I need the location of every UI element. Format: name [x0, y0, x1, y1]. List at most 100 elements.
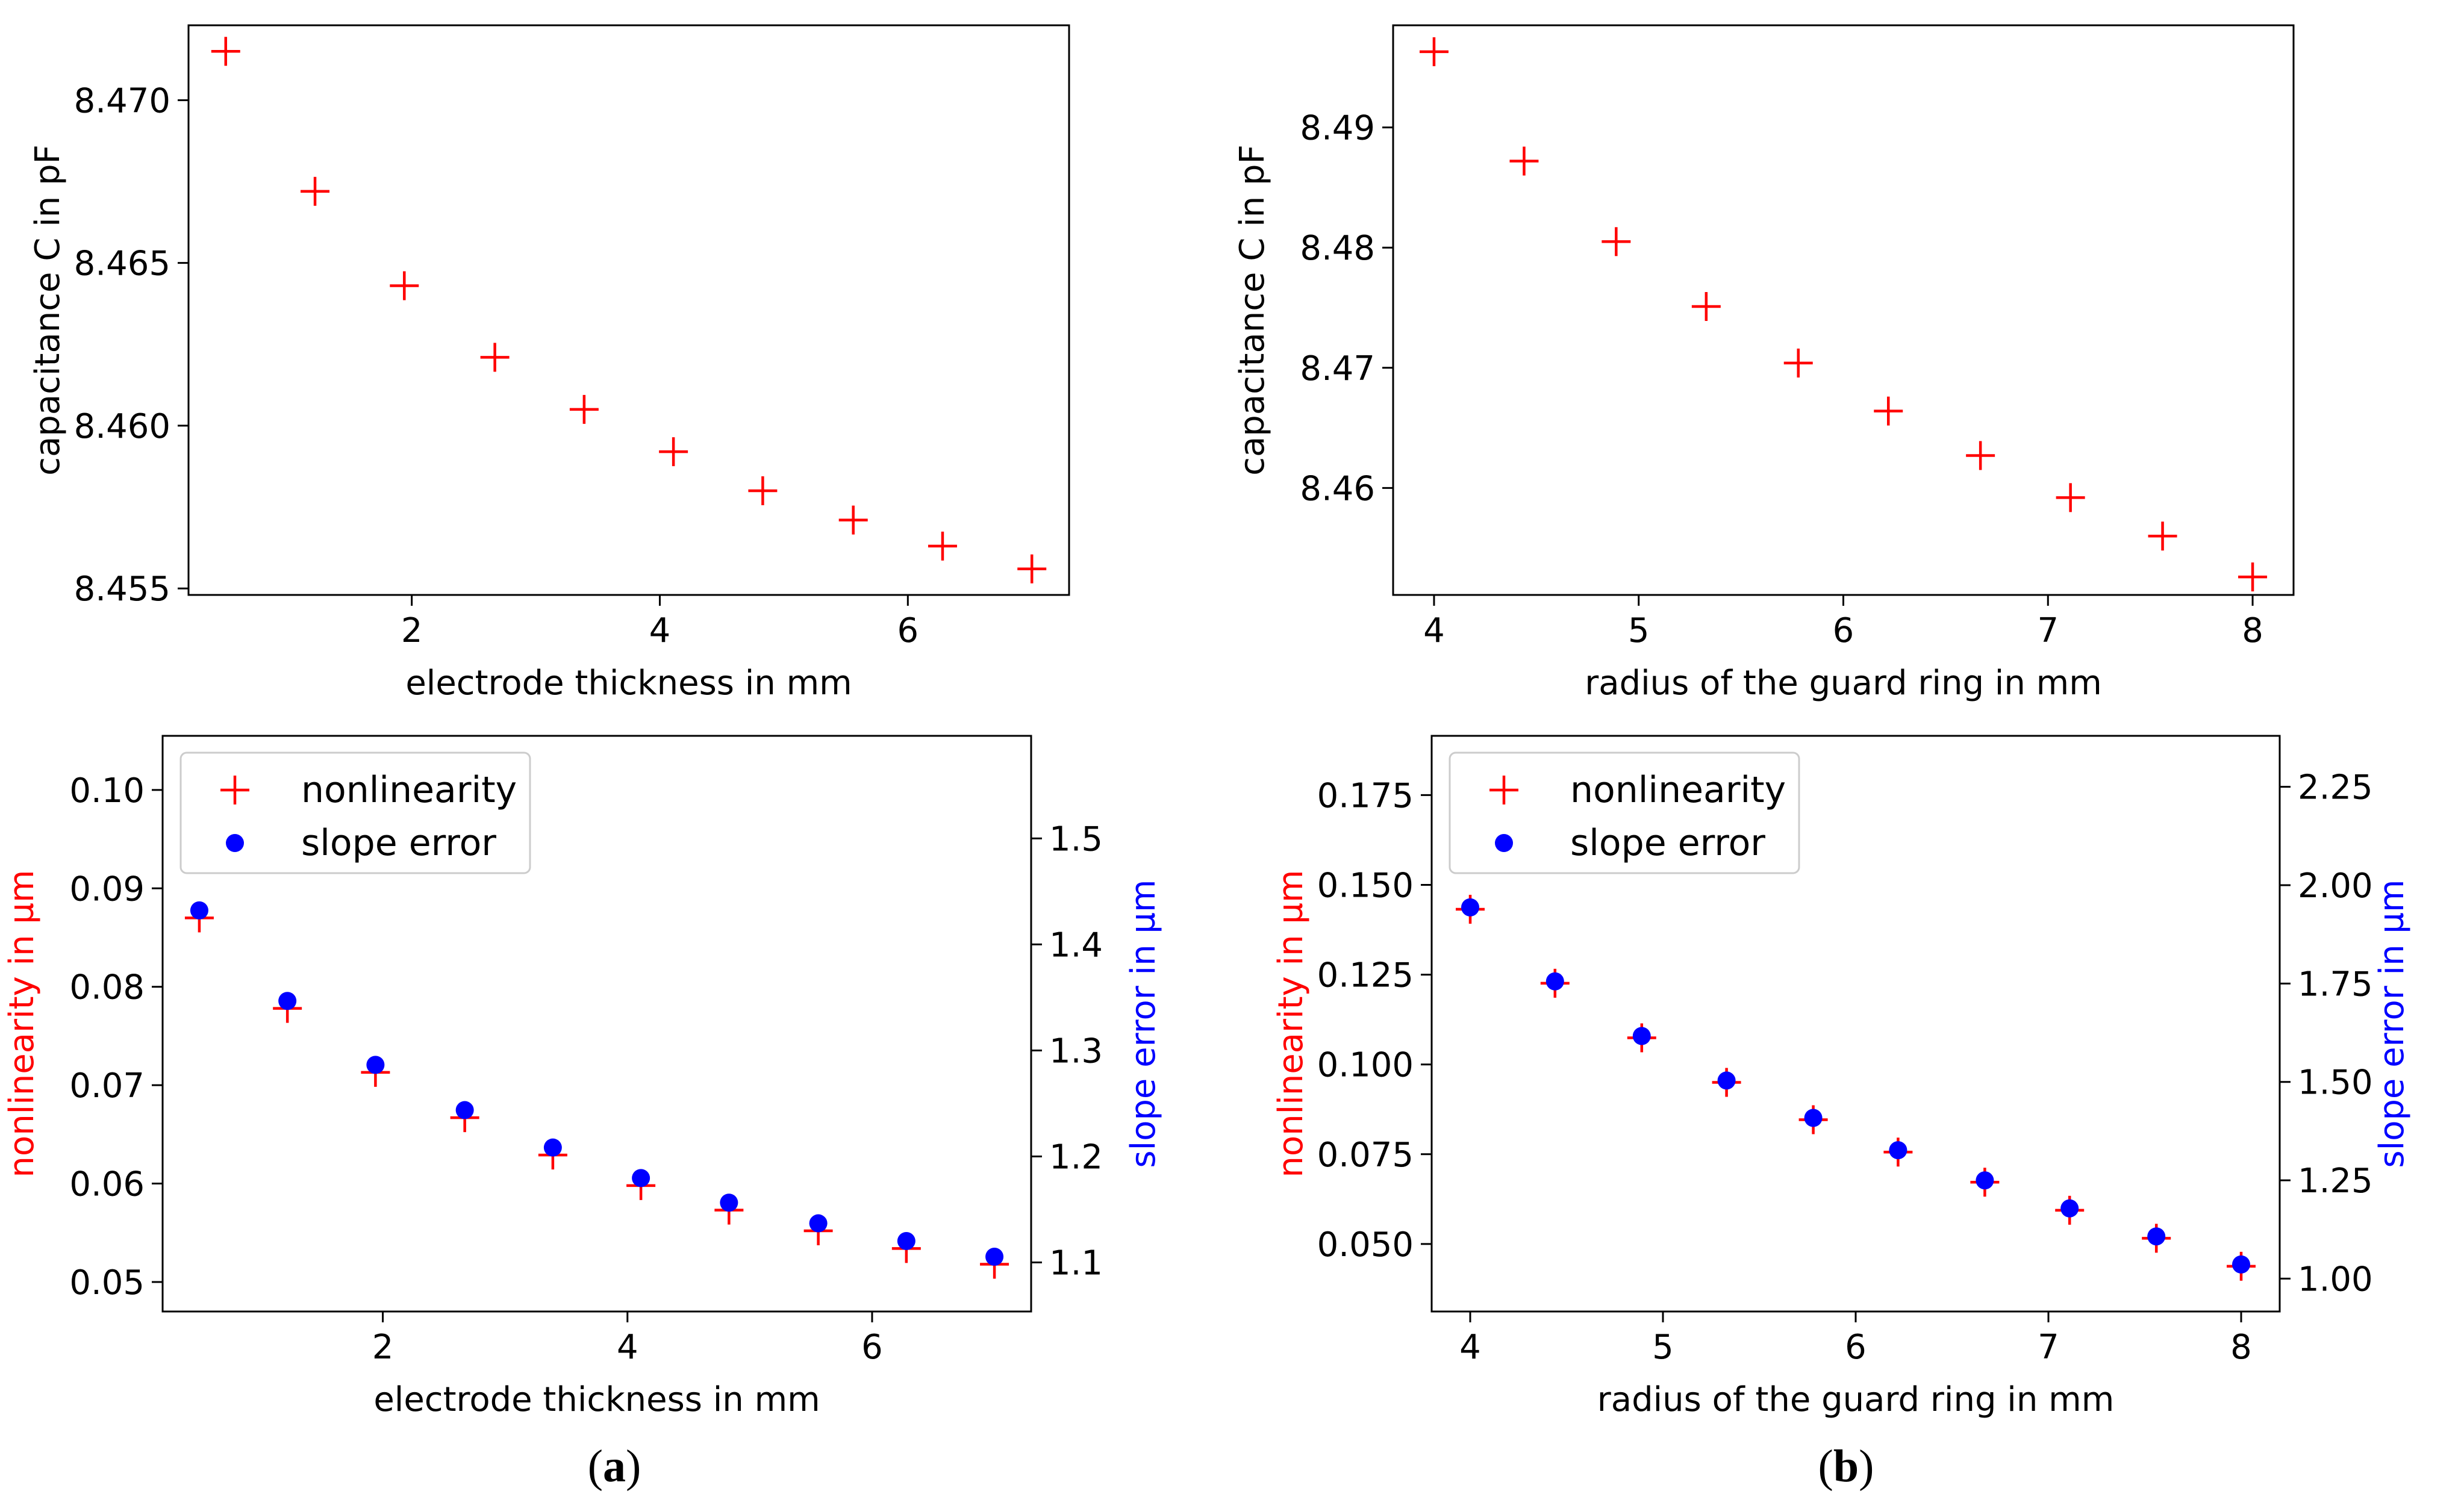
b_top-xtick-label-1: 5	[1628, 611, 1650, 650]
b_bottom-slope-error-point-0	[1461, 898, 1479, 916]
a_top-ytick-label-1: 8.460	[74, 407, 170, 446]
a_bottom-legend-slope-error-marker	[226, 834, 244, 852]
a_top-axes-frame	[187, 24, 1070, 596]
a_top-point-8	[928, 531, 957, 561]
b_bottom-slope-error-point-8	[2147, 1227, 2166, 1246]
a_bottom-ytick-label-2: 0.07	[69, 1066, 145, 1106]
a_top-xtick-label-0: 2	[401, 611, 423, 650]
b_top-point-6	[1966, 441, 1995, 470]
a_bottom-legend: nonlinearity slope error	[179, 751, 531, 874]
b_bottom-legend-nonlinearity-label: nonlinearity	[1570, 769, 1786, 811]
b_bottom-xtick-label-4: 8	[2230, 1328, 2252, 1367]
b_top-point-9	[2238, 562, 2268, 592]
a_bottom-xlabel: electrode thickness in mm	[373, 1380, 820, 1419]
b_top-ytick-label-0: 8.46	[1300, 469, 1375, 508]
a_top-point-3	[480, 343, 510, 372]
chart-b-top: 4 5 6 7 8 8.46 8.47 8.48 8.49 radius of the guard…	[1233, 24, 2295, 703]
a_top-ytick-label-2: 8.465	[74, 244, 170, 284]
b_bottom-y2tick-label-2: 1.50	[2298, 1063, 2373, 1103]
b_bottom-legend: nonlinearity slope error	[1449, 751, 1800, 874]
a_top-point-0	[211, 37, 240, 66]
a_top-point-6	[748, 476, 778, 506]
panel-caption-b: (b)	[1818, 1441, 1874, 1492]
b_top-point-3	[1691, 292, 1721, 322]
a_bottom-legend-box	[179, 751, 531, 874]
b_bottom-slope-error-point-6	[1976, 1171, 1994, 1190]
b_bottom-legend-slope-error-marker	[1495, 834, 1513, 852]
a_top-point-1	[301, 176, 330, 206]
a_top-xtick-label-1: 4	[649, 611, 671, 650]
b_bottom-ytick-label-3: 0.125	[1317, 956, 1414, 995]
chart-b-bottom: 4 5 6 7 8 0.050 0.075 0.100 0.125 0.150 0.175 1.00 1…	[1271, 735, 2412, 1419]
a_bottom-legend-nonlinearity-marker	[220, 776, 249, 804]
a_bottom-y2label: slope error in µm	[1124, 879, 1163, 1168]
a_top-point-9	[1017, 554, 1047, 583]
b_top-point-1	[1509, 146, 1539, 176]
a_bottom-slope-error-point-0	[190, 901, 208, 919]
a_top-xlabel: electrode thickness in mm	[405, 664, 852, 703]
a_bottom-y2tick-label-0: 1.1	[1049, 1243, 1103, 1283]
b_top-point-0	[1419, 37, 1449, 66]
b_bottom-xtick-label-0: 4	[1459, 1328, 1481, 1367]
b_bottom-xtick-label-3: 7	[2038, 1328, 2059, 1367]
b_bottom-legend-nonlinearity-marker	[1489, 776, 1518, 804]
b_bottom-ytick-label-4: 0.150	[1317, 866, 1414, 905]
a_bottom-ytick-label-1: 0.06	[69, 1165, 145, 1204]
a_bottom-ytick-label-5: 0.10	[69, 771, 145, 811]
panel-caption-b-letter: b	[1833, 1441, 1859, 1492]
b_top-point-7	[2056, 483, 2085, 512]
a_top-ylabel: capacitance C in pF	[28, 145, 67, 476]
b_bottom-y2label: slope error in µm	[2372, 879, 2412, 1168]
a_top-point-4	[569, 394, 599, 424]
b_top-xtick-label-2: 6	[1833, 611, 1854, 650]
b_top-point-2	[1602, 227, 1631, 257]
a_top-ytick-label-0: 8.455	[74, 570, 170, 609]
a_bottom-slope-error-point-5	[632, 1169, 650, 1187]
b_bottom-ytick-label-5: 0.175	[1317, 776, 1414, 815]
b_bottom-xtick-label-1: 5	[1652, 1328, 1674, 1367]
chart-a-top: 2 4 6 8.455 8.460 8.465 8.470 electrode thickne…	[28, 24, 1070, 703]
b_top-xtick-label-3: 7	[2037, 611, 2059, 650]
b_top-point-8	[2148, 521, 2177, 551]
panel-caption-a-letter: a	[603, 1441, 626, 1492]
b_bottom-y2tick-label-0: 1.00	[2298, 1260, 2373, 1299]
a_top-xtick-label-2: 6	[897, 611, 919, 650]
b_bottom-y2tick-label-4: 2.00	[2298, 867, 2373, 906]
a_bottom-y2tick-label-1: 1.2	[1049, 1137, 1103, 1177]
a_bottom-xtick-label-2: 6	[861, 1328, 883, 1367]
b_bottom-y2tick-label-5: 2.25	[2298, 768, 2373, 807]
a_bottom-slope-error-point-6	[720, 1193, 738, 1212]
b_bottom-slope-error-point-3	[1717, 1071, 1736, 1090]
b_bottom-ytick-label-2: 0.100	[1317, 1046, 1414, 1085]
b_bottom-ytick-label-0: 0.050	[1317, 1225, 1414, 1265]
b_bottom-slope-error-point-1	[1545, 972, 1564, 991]
a_bottom-legend-slope-error-label: slope error	[301, 822, 496, 864]
b_top-ytick-label-1: 8.47	[1300, 349, 1375, 388]
b_top-ytick-label-2: 8.48	[1300, 229, 1375, 268]
panel-caption-a: (a)	[588, 1441, 641, 1492]
b_top-point-5	[1874, 396, 1903, 426]
b_bottom-y2tick-label-1: 1.25	[2298, 1162, 2373, 1201]
b_bottom-slope-error-point-9	[2232, 1255, 2250, 1274]
b_top-ytick-label-3: 8.49	[1300, 109, 1375, 148]
a_top-point-5	[659, 437, 688, 467]
a_bottom-slope-error-point-3	[455, 1101, 474, 1119]
a_bottom-ytick-label-4: 0.09	[69, 870, 145, 909]
a_bottom-ytick-label-3: 0.08	[69, 968, 145, 1007]
a_bottom-legend-nonlinearity-label: nonlinearity	[301, 769, 517, 811]
b_bottom-slope-error-point-5	[1889, 1141, 1907, 1160]
a_top-point-2	[390, 271, 419, 300]
b_bottom-xlabel: radius of the guard ring in mm	[1597, 1380, 2115, 1419]
b_bottom-slope-error-point-7	[2060, 1199, 2079, 1218]
a_bottom-ytick-label-0: 0.05	[69, 1263, 145, 1302]
a_bottom-slope-error-point-8	[897, 1231, 915, 1250]
b_bottom-xtick-label-2: 6	[1845, 1328, 1867, 1367]
b_top-point-4	[1783, 348, 1813, 378]
a_top-ytick-label-3: 8.470	[74, 81, 170, 120]
a_bottom-y2tick-label-2: 1.3	[1049, 1031, 1103, 1071]
a_bottom-slope-error-point-9	[985, 1247, 1004, 1266]
b_bottom-legend-box	[1449, 751, 1800, 874]
b_bottom-y2tick-label-3: 1.75	[2298, 965, 2373, 1004]
b_top-xtick-label-4: 8	[2242, 611, 2263, 650]
